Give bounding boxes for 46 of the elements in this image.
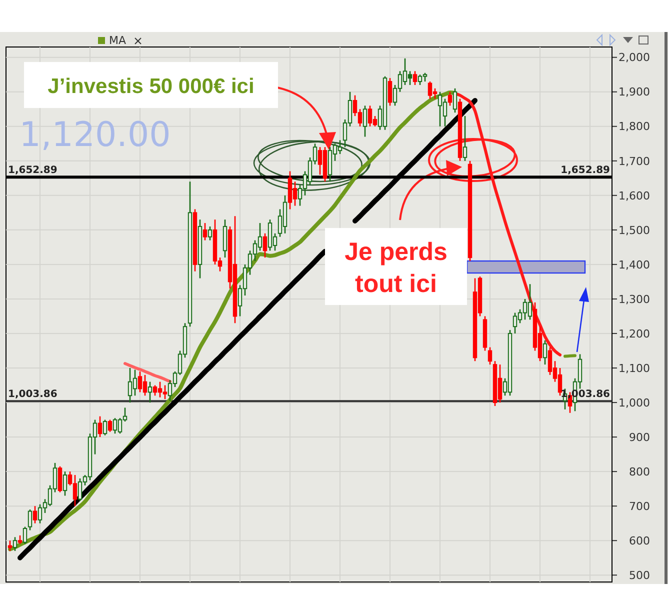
candlestick [148, 381, 152, 404]
candlestick [452, 88, 458, 114]
y-tick-label: 2,000 [618, 51, 650, 64]
candlestick [12, 536, 18, 552]
candlestick [28, 508, 32, 531]
y-tick-label: 600 [629, 534, 650, 548]
y-tick-label: 1,700 [618, 154, 650, 168]
candlestick [448, 91, 452, 106]
y-tick-label: 1,500 [618, 224, 650, 237]
candlestick [202, 222, 208, 241]
text: 1,652.89 [560, 165, 610, 176]
candlestick [62, 470, 68, 496]
y-tick-label: 1,600 [618, 189, 650, 202]
ref-line-label: 1,003.86 [8, 389, 58, 400]
candlestick [58, 466, 62, 493]
y-tick-label: 1,900 [618, 86, 650, 99]
candlestick [208, 226, 212, 241]
candlestick [8, 540, 12, 552]
y-tick-label: 800 [629, 465, 650, 478]
candlestick [32, 505, 38, 524]
candlestick [542, 340, 548, 366]
ref-line-label: 1,652.89 [8, 165, 58, 176]
candlestick [412, 70, 418, 86]
y-tick-label: 700 [629, 500, 650, 513]
y-tick-label: 500 [629, 568, 650, 582]
candlestick [488, 346, 492, 366]
y-tick-label: 1,800 [618, 120, 650, 134]
candlestick [462, 115, 468, 162]
candlestick [362, 105, 368, 138]
annotation: J’investis 50 000€ ici [48, 75, 254, 98]
candlestick [388, 77, 392, 106]
candlestick [22, 526, 28, 545]
y-tick-label: 1,200 [618, 327, 650, 340]
y-tick-label: 1,100 [618, 362, 650, 375]
y-tick-label: 1,300 [618, 292, 650, 306]
y-tick-label: 1,000 [618, 396, 650, 410]
legend-label: MA [109, 34, 126, 47]
annotation: Je perds tout ici [344, 238, 448, 298]
candlestick [108, 419, 112, 433]
line-series [124, 362, 172, 383]
annotation: 1,120.00 [19, 115, 171, 155]
candlestick [98, 416, 102, 438]
y-tick-label: 1,400 [618, 258, 650, 272]
candlestick [262, 232, 268, 258]
y-tick-label: 900 [629, 430, 650, 444]
candlestick [102, 419, 108, 436]
